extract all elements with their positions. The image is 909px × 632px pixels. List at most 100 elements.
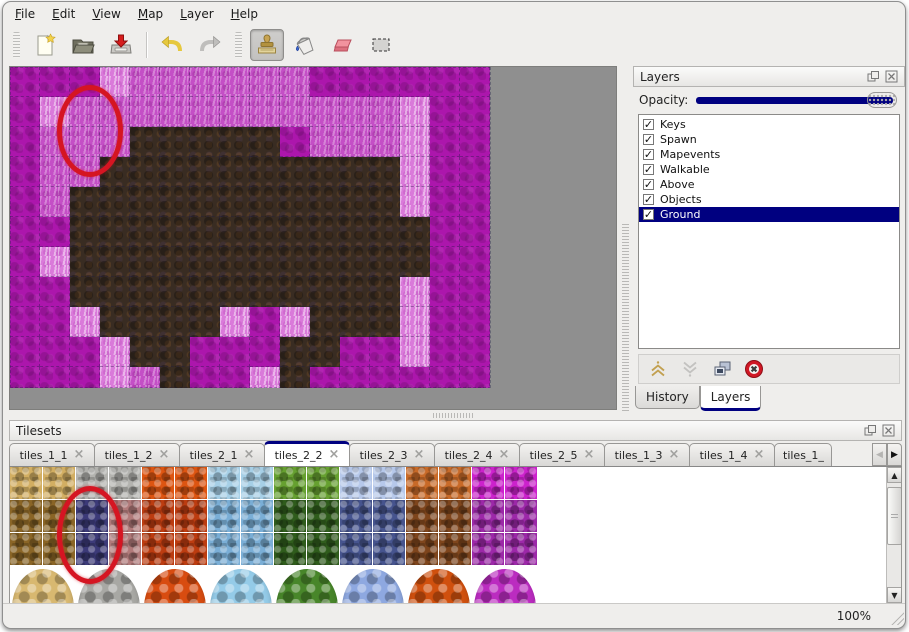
map-tile-dark-cave-floor[interactable] [190, 247, 220, 277]
map-tile-magenta-rock[interactable] [370, 337, 400, 367]
tileset-tile-icicle[interactable] [208, 533, 241, 566]
map-tile-magenta-rock[interactable] [280, 127, 310, 157]
tileset-tile-web_purple[interactable] [505, 533, 538, 566]
tileset-tile-vine_dark[interactable] [307, 533, 340, 566]
tileset-tile-blob_magenta[interactable] [474, 569, 536, 603]
map-tile-dark-cave-floor[interactable] [160, 127, 190, 157]
map-tile-bright-pink-rock[interactable] [70, 307, 100, 337]
map-tile-magenta-rock[interactable] [400, 367, 430, 388]
tileset-tile-vine_light[interactable] [307, 467, 340, 500]
map-tile-magenta-rock[interactable] [310, 67, 340, 97]
tileset-tile-vine_dark[interactable] [274, 500, 307, 533]
tileset-tab-tiles_2_2[interactable]: tiles_2_2 × [264, 441, 350, 466]
tileset-tile-ice[interactable] [241, 467, 274, 500]
tileset-grid[interactable] [10, 467, 538, 603]
map-tile-dark-cave-floor[interactable] [400, 247, 430, 277]
horizontal-splitter[interactable] [3, 411, 905, 420]
map-tile-pink-knit-rock[interactable] [40, 187, 70, 217]
layer-visibility-checkbox[interactable]: ✓ [643, 207, 654, 221]
map-tile-magenta-rock[interactable] [190, 337, 220, 367]
toolbar-drag-handle[interactable] [235, 32, 242, 58]
new-map-button[interactable] [28, 29, 62, 61]
layer-visibility-checkbox[interactable]: ✓ [643, 117, 654, 131]
map-tile-dark-cave-floor[interactable] [220, 157, 250, 187]
map-tile-magenta-rock[interactable] [10, 247, 40, 277]
scroll-up-icon[interactable]: ▲ [887, 467, 901, 483]
map-tile-dark-cave-floor[interactable] [250, 277, 280, 307]
menu-layer[interactable]: Layer [180, 7, 214, 21]
map-tile-pink-knit-rock[interactable] [160, 67, 190, 97]
tileset-tile-copper_dark[interactable] [439, 533, 472, 566]
tileset-tab-tiles_1_2[interactable]: tiles_1_2 × [94, 443, 180, 466]
map-tile-bright-pink-rock[interactable] [280, 307, 310, 337]
map-tile-magenta-rock[interactable] [220, 367, 250, 388]
map-tile-magenta-rock[interactable] [190, 367, 220, 388]
dock-tab-history[interactable]: History [635, 386, 700, 409]
layer-row-spawn[interactable]: ✓ Spawn [639, 132, 899, 147]
map-tile-magenta-rock[interactable] [340, 337, 370, 367]
tileset-tile-knit_tan[interactable] [10, 467, 43, 500]
map-tile-dark-cave-floor[interactable] [280, 217, 310, 247]
undo-button[interactable] [155, 29, 189, 61]
tileset-tab-tiles_1_4[interactable]: tiles_1_4 × [689, 443, 775, 466]
tileset-blob-cell[interactable] [208, 566, 274, 603]
map-tile-dark-cave-floor[interactable] [280, 277, 310, 307]
tab-close-icon[interactable]: × [413, 447, 425, 462]
tileset-tile-vine_light[interactable] [274, 467, 307, 500]
map-tile-dark-cave-floor[interactable] [220, 247, 250, 277]
map-tile-dark-cave-floor[interactable] [130, 277, 160, 307]
map-tile-dark-cave-floor[interactable] [280, 187, 310, 217]
tileset-tab-tiles_1_[interactable]: tiles_1_ [774, 443, 832, 466]
layer-visibility-checkbox[interactable]: ✓ [643, 162, 654, 176]
tileset-tile-web_purple[interactable] [472, 533, 505, 566]
map-tile-dark-cave-floor[interactable] [310, 307, 340, 337]
tileset-tile-blob_green[interactable] [276, 569, 338, 603]
map-tile-dark-cave-floor[interactable] [250, 217, 280, 247]
map-tile-dark-cave-floor[interactable] [310, 157, 340, 187]
map-tile-dark-cave-floor[interactable] [190, 217, 220, 247]
map-tile-magenta-rock[interactable] [340, 367, 370, 388]
map-tile-pink-knit-rock[interactable] [40, 157, 70, 187]
map-tile-magenta-rock[interactable] [370, 67, 400, 97]
map-tile-magenta-rock[interactable] [460, 187, 490, 217]
save-map-button[interactable] [104, 29, 138, 61]
map-tile-dark-cave-floor[interactable] [160, 157, 190, 187]
map-tile-magenta-rock[interactable] [220, 337, 250, 367]
tileset-tile-icicle[interactable] [241, 533, 274, 566]
map-tile-bright-pink-rock[interactable] [250, 367, 280, 388]
map-tile-dark-cave-floor[interactable] [130, 247, 160, 277]
close-panel-icon[interactable] [881, 424, 895, 437]
map-tile-magenta-rock[interactable] [10, 217, 40, 247]
map-tile-dark-cave-floor[interactable] [280, 157, 310, 187]
map-tile-dark-cave-floor[interactable] [370, 157, 400, 187]
raise-layer-button[interactable] [647, 358, 669, 380]
close-panel-icon[interactable] [884, 70, 898, 83]
eraser-button[interactable] [326, 29, 360, 61]
scrollbar-thumb[interactable] [887, 487, 901, 545]
map-tile-magenta-rock[interactable] [430, 97, 460, 127]
delete-layer-button[interactable] [743, 358, 765, 380]
map-tile-dark-cave-floor[interactable] [160, 187, 190, 217]
map-tile-dark-cave-floor[interactable] [310, 337, 340, 367]
map-tile-bright-pink-rock[interactable] [400, 127, 430, 157]
map-tile-dark-cave-floor[interactable] [310, 217, 340, 247]
map-tile-dark-cave-floor[interactable] [130, 307, 160, 337]
open-map-button[interactable] [66, 29, 100, 61]
tileset-tile-web_magenta[interactable] [472, 467, 505, 500]
map-tile-magenta-rock[interactable] [10, 277, 40, 307]
tileset-tile-crystal_light[interactable] [340, 467, 373, 500]
tileset-tile-copper[interactable] [439, 467, 472, 500]
map-viewport[interactable] [9, 66, 617, 410]
tileset-tile-copper[interactable] [406, 467, 439, 500]
map-tile-dark-cave-floor[interactable] [220, 277, 250, 307]
menu-edit[interactable]: Edit [52, 7, 76, 21]
map-tile-magenta-rock[interactable] [430, 157, 460, 187]
map-tile-magenta-rock[interactable] [10, 157, 40, 187]
map-tile-magenta-rock[interactable] [40, 367, 70, 388]
map-tile-dark-cave-floor[interactable] [190, 307, 220, 337]
lower-layer-button[interactable] [679, 358, 701, 380]
tileset-tile-stone[interactable] [109, 467, 142, 500]
map-tile-magenta-rock[interactable] [460, 127, 490, 157]
map-tile-dark-cave-floor[interactable] [220, 127, 250, 157]
layer-row-objects[interactable]: ✓ Objects [639, 192, 899, 207]
